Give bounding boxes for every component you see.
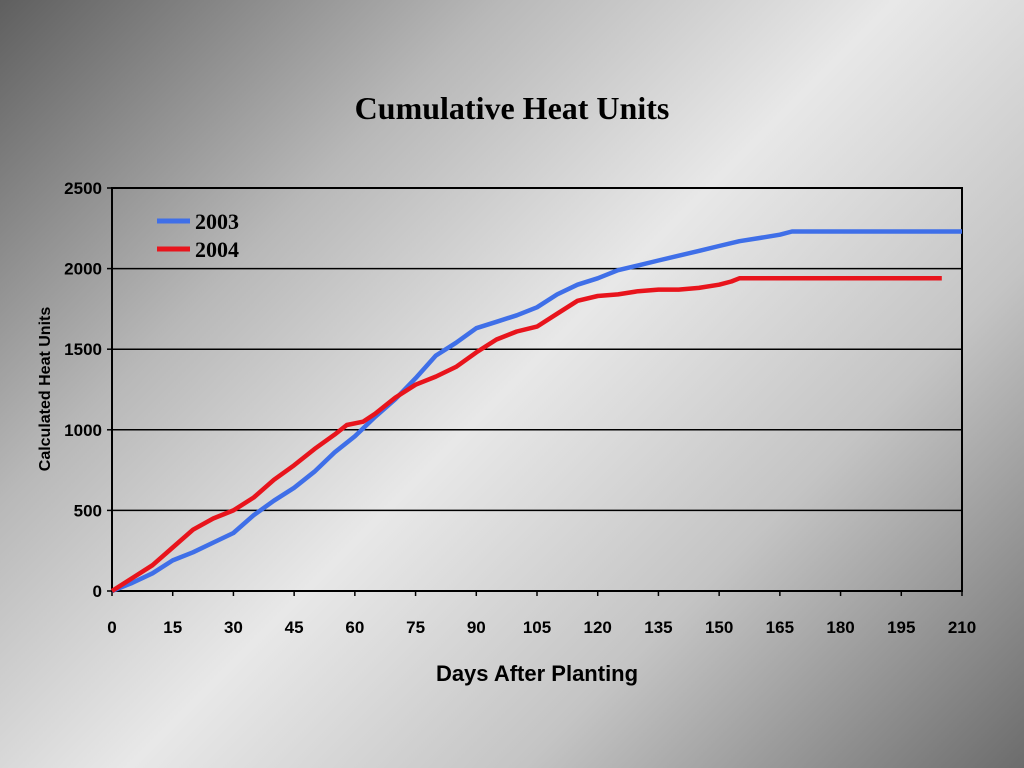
tick-label-x-5: 75 — [406, 618, 425, 637]
tick-label-y-4: 2000 — [64, 260, 102, 279]
tick-label-x-12: 180 — [826, 618, 854, 637]
tick-label-x-10: 150 — [705, 618, 733, 637]
tick-label-y-2: 1000 — [64, 421, 102, 440]
tick-label-x-1: 15 — [163, 618, 182, 637]
tick-label-x-13: 195 — [887, 618, 915, 637]
legend: 2003 2004 — [157, 209, 239, 262]
tick-label-y-1: 500 — [74, 501, 102, 520]
y-axis-label: Calculated Heat Units — [37, 307, 54, 472]
tick-label-y-0: 0 — [93, 582, 102, 601]
series-line-2004 — [110, 276, 942, 593]
tick-label-x-3: 45 — [285, 618, 304, 637]
tick-label-x-9: 135 — [644, 618, 672, 637]
legend-label-2004: 2004 — [195, 237, 239, 262]
tick-label-x-0: 0 — [107, 618, 116, 637]
series-lines — [110, 229, 962, 594]
tick-label-x-7: 105 — [523, 618, 551, 637]
series-line-2003 — [111, 229, 962, 594]
tick-label-x-8: 120 — [584, 618, 612, 637]
tick-labels: 0 500 1000 1500 2000 2500 0 15 30 45 60 75 90 105 120 1… — [64, 179, 976, 637]
grid-lines — [112, 267, 962, 512]
tick-label-x-11: 165 — [766, 618, 794, 637]
legend-label-2003: 2003 — [195, 209, 239, 234]
tick-label-y-3: 1500 — [64, 340, 102, 359]
tick-label-x-4: 60 — [345, 618, 364, 637]
x-axis-label: Days After Planting — [436, 661, 638, 686]
tick-label-x-14: 210 — [948, 618, 976, 637]
tick-label-x-6: 90 — [467, 618, 486, 637]
tick-label-x-2: 30 — [224, 618, 243, 637]
chart-title: Cumulative Heat Units — [354, 90, 670, 126]
tick-label-y-5: 2500 — [64, 179, 102, 198]
